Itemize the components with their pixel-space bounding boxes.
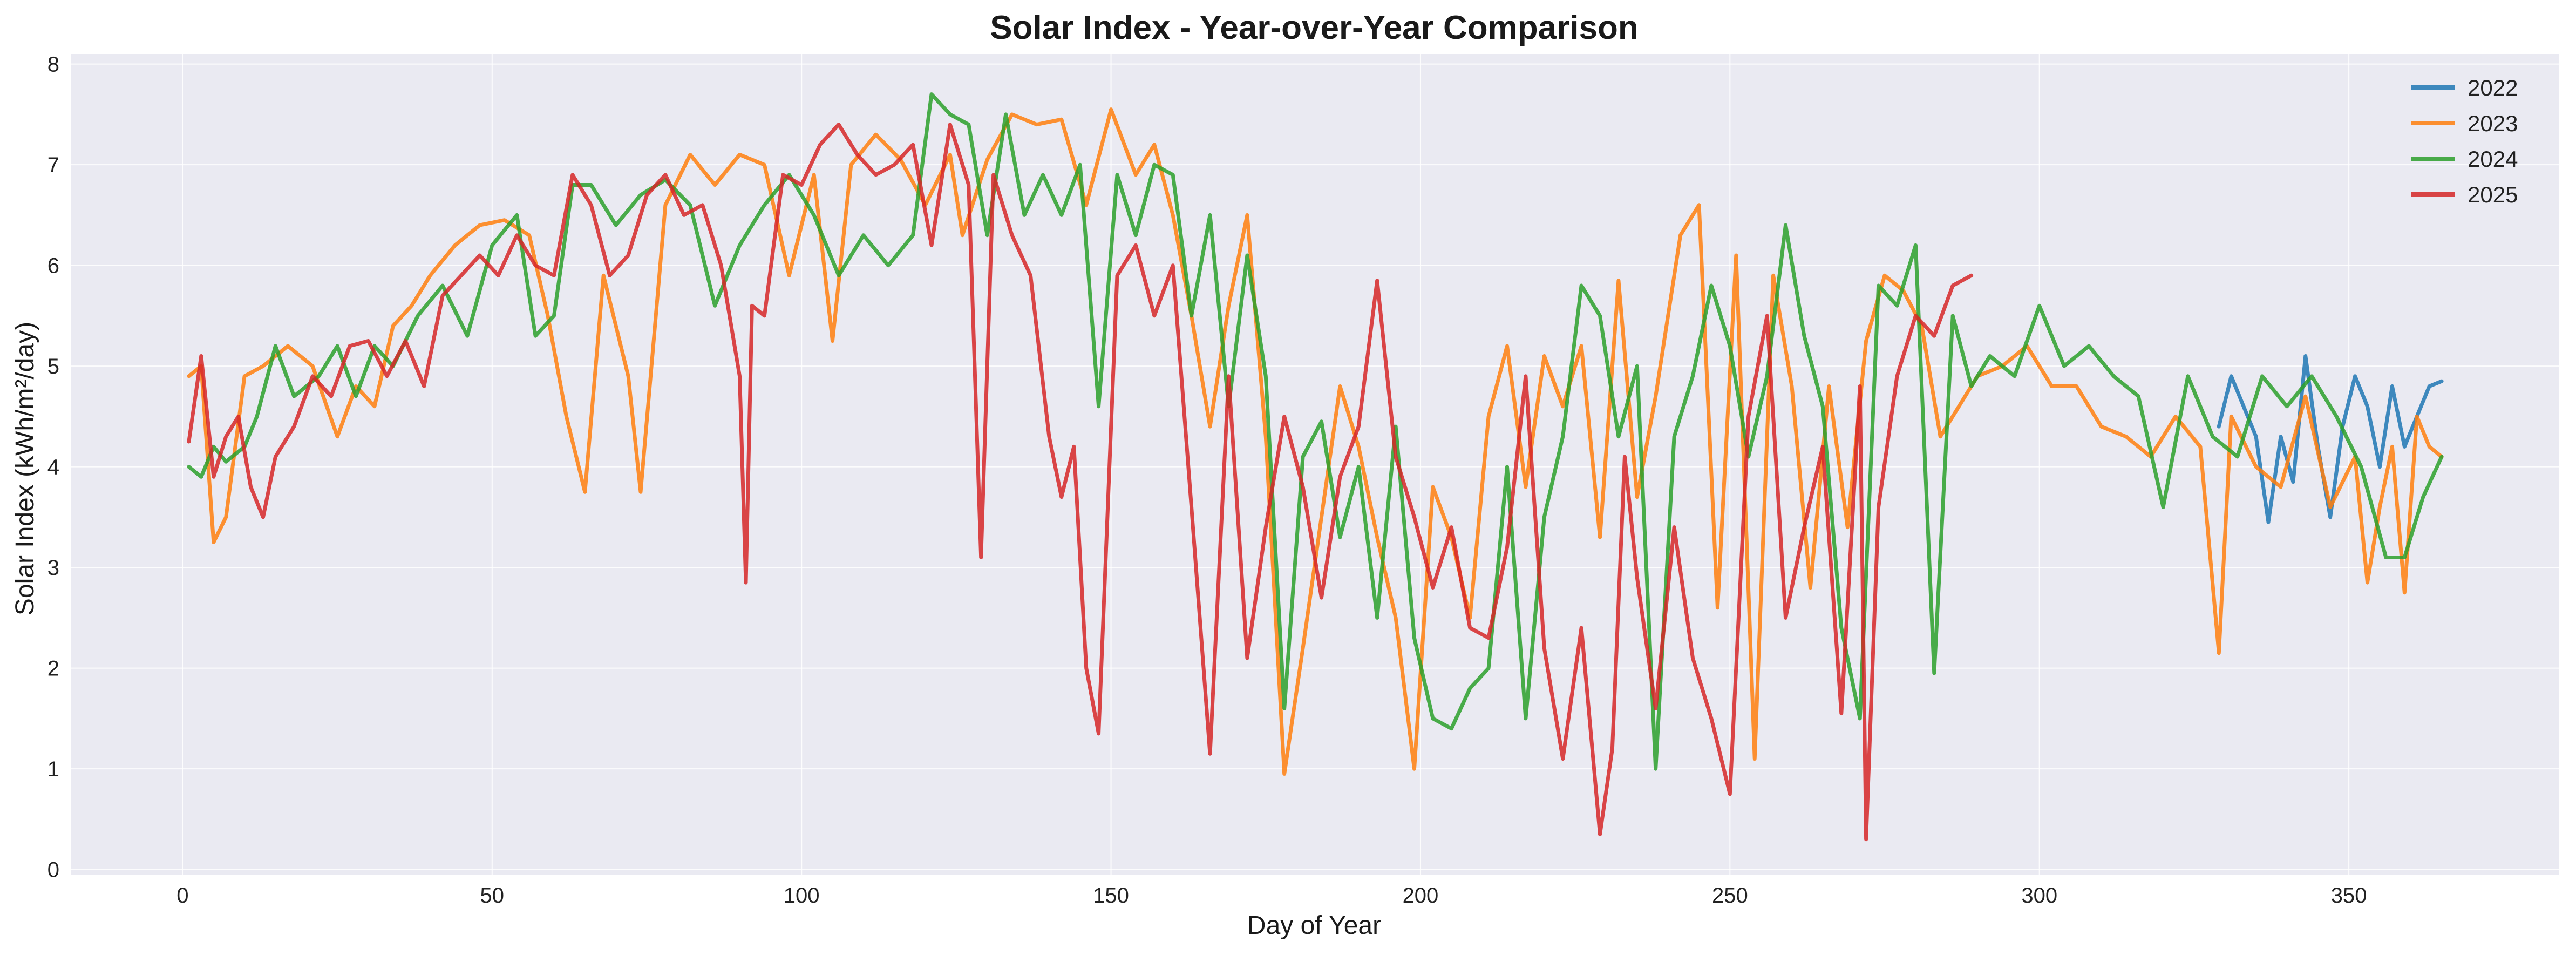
chart-title: Solar Index - Year-over-Year Comparison [990,9,1638,46]
y-axis-label: Solar Index (kWh/m²/day) [11,322,39,615]
x-axis-label: Day of Year [1247,911,1381,940]
legend-label-2023: 2023 [2468,111,2518,136]
x-tick-label: 200 [1403,884,1439,907]
x-tick-label: 100 [784,884,820,907]
x-tick-label: 250 [1712,884,1748,907]
legend-label-2022: 2022 [2468,75,2518,100]
y-tick-label: 0 [47,858,59,882]
x-tick-label: 50 [480,884,505,907]
x-tick-label: 350 [2331,884,2367,907]
y-tick-label: 3 [47,556,59,580]
series-line-2024 [187,92,2444,771]
y-tick-label: 2 [47,657,59,681]
legend: 2022 2023 2024 2025 [2411,75,2518,207]
x-axis-ticks: 0 50 100 150 200 250 300 350 [176,884,2367,907]
y-tick-label: 5 [47,355,59,378]
y-tick-label: 7 [47,153,59,177]
series-line-2023 [187,107,2444,776]
series-layer [187,92,2444,842]
legend-label-2025: 2025 [2468,182,2518,207]
x-tick-label: 150 [1093,884,1129,907]
x-tick-label: 0 [176,884,188,907]
y-tick-label: 8 [47,53,59,77]
x-tick-label: 300 [2021,884,2057,907]
series-line-2022 [2217,354,2444,524]
grid-lines [71,54,2559,875]
legend-label-2024: 2024 [2468,146,2518,172]
y-axis-ticks: 0 1 2 3 4 5 6 7 8 [47,53,59,882]
y-tick-label: 6 [47,254,59,278]
y-tick-label: 4 [47,456,59,479]
y-tick-label: 1 [47,757,59,781]
series-line-2025 [187,123,1974,842]
plot-area [71,54,2559,875]
